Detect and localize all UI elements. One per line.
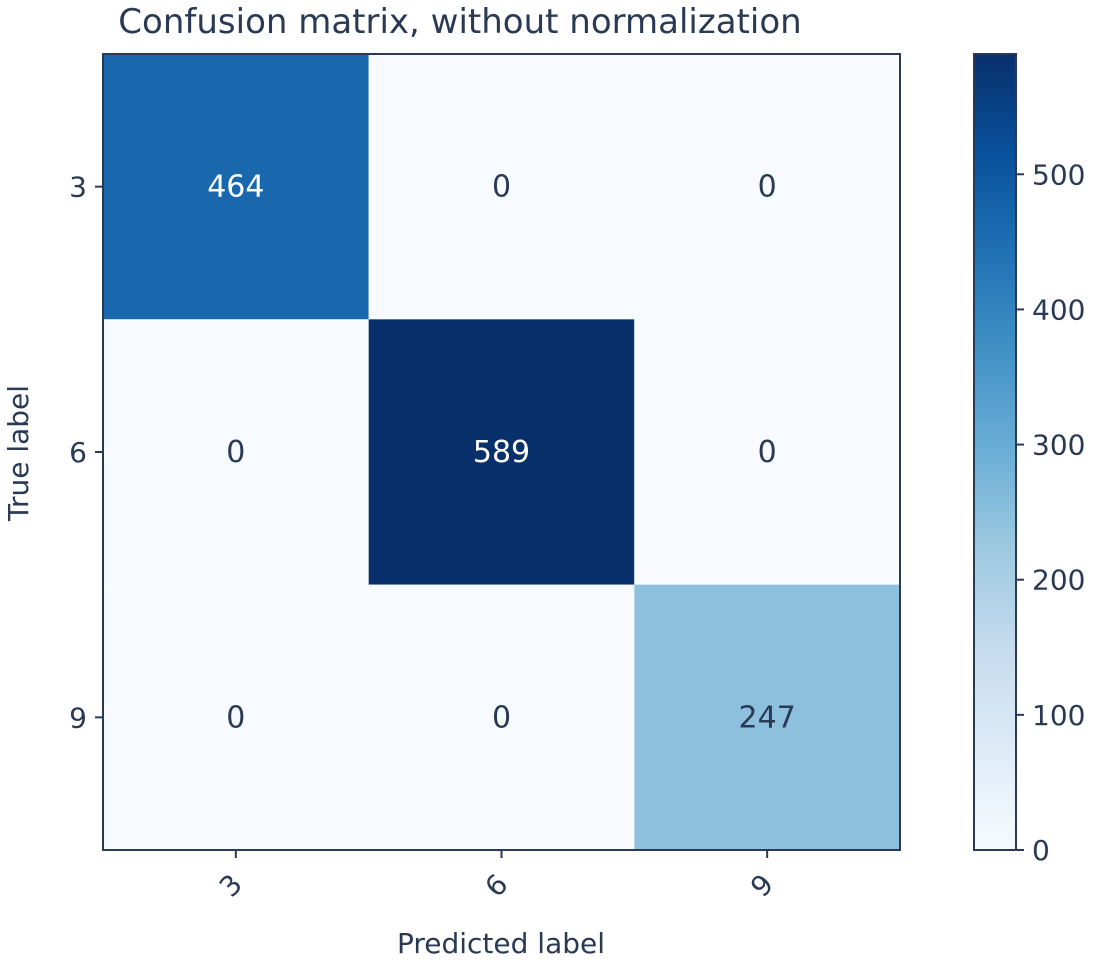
colorbar-tick-label: 100 bbox=[1032, 699, 1085, 732]
matrix-cell bbox=[368, 54, 635, 320]
matrix-cell bbox=[103, 584, 369, 850]
matrix-cell bbox=[103, 319, 369, 585]
colorbar bbox=[974, 54, 1016, 850]
matrix-cell bbox=[634, 584, 900, 850]
x-axis-ticks: 3 6 9 bbox=[213, 850, 780, 904]
y-axis-label: True label bbox=[2, 385, 35, 522]
y-tick-label: 9 bbox=[69, 701, 87, 734]
x-axis-label: Predicted label bbox=[397, 927, 605, 960]
cell-value-label: 589 bbox=[473, 435, 530, 470]
cell-value-label: 247 bbox=[739, 700, 796, 735]
colorbar-tick-label: 300 bbox=[1032, 429, 1085, 462]
cell-value-label: 0 bbox=[758, 170, 777, 205]
chart-title: Confusion matrix, without normalization bbox=[118, 2, 801, 42]
matrix-cell bbox=[368, 319, 635, 585]
colorbar-tick-label: 400 bbox=[1032, 293, 1085, 326]
y-tick-label: 6 bbox=[69, 436, 87, 469]
x-tick-label: 6 bbox=[479, 868, 515, 904]
matrix-cell bbox=[103, 54, 369, 320]
colorbar-tick-label: 200 bbox=[1032, 564, 1085, 597]
y-tick-label: 3 bbox=[69, 171, 87, 204]
y-axis-ticks: 3 6 9 bbox=[69, 171, 103, 734]
matrix-cell bbox=[634, 54, 900, 320]
colorbar-frame bbox=[973, 53, 1017, 851]
cell-value-label: 0 bbox=[226, 700, 245, 735]
cell-value-label: 0 bbox=[492, 700, 511, 735]
colorbar-ticks: 0 100 200 300 400 500 bbox=[1016, 158, 1085, 867]
cell-value-label: 0 bbox=[758, 435, 777, 470]
matrix-cell bbox=[368, 584, 635, 850]
x-tick-label: 3 bbox=[213, 868, 249, 904]
matrix-cell bbox=[634, 319, 900, 585]
x-tick-label: 9 bbox=[744, 868, 780, 904]
colorbar-tick-label: 500 bbox=[1032, 158, 1085, 191]
cell-value-label: 0 bbox=[492, 170, 511, 205]
cell-value-label: 0 bbox=[226, 435, 245, 470]
matrix-cells bbox=[103, 54, 900, 850]
matrix-cell-labels: 464 0 0 0 589 0 0 0 247 bbox=[207, 170, 796, 736]
cell-value-label: 464 bbox=[207, 170, 264, 205]
colorbar-tick-label: 0 bbox=[1032, 834, 1050, 867]
